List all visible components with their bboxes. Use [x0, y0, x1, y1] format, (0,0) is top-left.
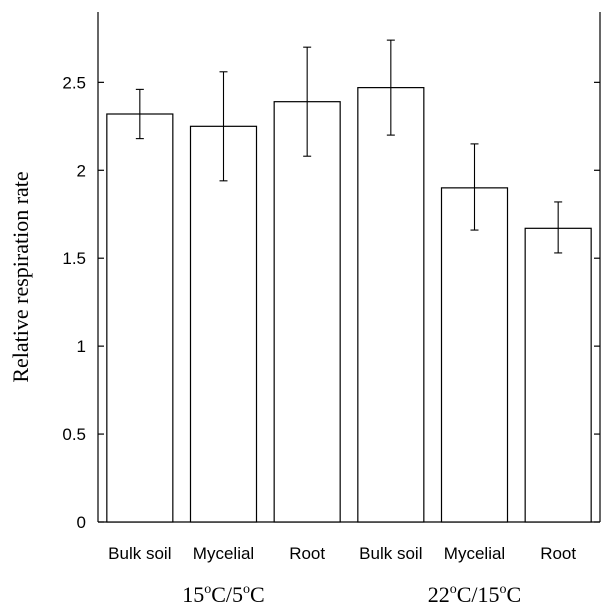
- y-tick-label: 1: [77, 337, 86, 356]
- bar: [106, 113, 174, 523]
- error-bar: [135, 88, 144, 140]
- group-labels: 15oC/5oC 22oC/15oC: [182, 582, 521, 607]
- x-tick-label: Mycelial: [193, 544, 254, 563]
- axes: [97, 12, 601, 523]
- y-tick-label: 2.5: [62, 73, 86, 92]
- error-bar: [219, 71, 228, 182]
- bar: [189, 125, 258, 523]
- bar: [357, 87, 425, 523]
- y-axis-title: Relative respiration rate: [8, 171, 33, 382]
- y-axis-ticks: 0 0.5 1 1.5 2 2.5: [62, 73, 600, 532]
- x-tick-label: Bulk soil: [359, 544, 422, 563]
- y-tick-label: 0.5: [62, 425, 86, 444]
- bar: [524, 227, 592, 523]
- error-bar: [303, 46, 312, 157]
- group-label: 15oC/5oC: [182, 582, 264, 607]
- error-bars: [135, 39, 563, 254]
- x-tick-label: Bulk soil: [108, 544, 171, 563]
- x-tick-label: Root: [289, 544, 325, 563]
- x-tick-label: Root: [540, 544, 576, 563]
- bar: [440, 187, 509, 523]
- x-tick-label: Mycelial: [444, 544, 505, 563]
- bars: [106, 87, 592, 523]
- error-bar: [470, 143, 479, 231]
- group-label: 22oC/15oC: [428, 582, 521, 607]
- x-axis-labels: Bulk soil Mycelial Root Bulk soil Mycelial Ro…: [108, 544, 576, 563]
- error-bar: [554, 201, 563, 254]
- y-tick-label: 2: [77, 161, 86, 180]
- bar: [273, 101, 341, 523]
- y-tick-label: 0: [77, 513, 86, 532]
- error-bar: [386, 39, 395, 136]
- y-tick-label: 1.5: [62, 249, 86, 268]
